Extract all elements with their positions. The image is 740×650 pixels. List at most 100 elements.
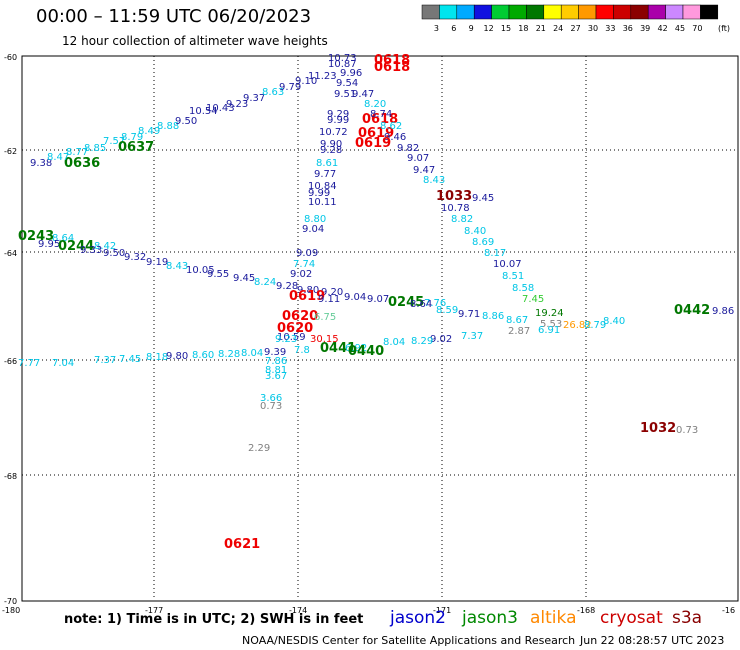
legend-label: 3 (434, 24, 439, 33)
wave-height-label: 10.07 (493, 259, 522, 270)
wave-height-label: 10.54 (189, 106, 218, 117)
wave-height-label: 8.28 (218, 349, 240, 360)
wave-height-label: 9.02 (290, 269, 312, 280)
legend-swatch (491, 4, 510, 20)
wave-height-label: 8.79 (584, 320, 606, 331)
legend-label: 24 (553, 24, 563, 33)
lat-tick-label: -62 (4, 147, 17, 156)
wave-height-label: 9.86 (712, 306, 734, 317)
wave-height-label: 7.76 (424, 298, 446, 309)
wave-height-label: 10.73 (328, 53, 357, 64)
wave-height-label: 8.20 (364, 99, 386, 110)
wave-height-label: 8.60 (192, 350, 214, 361)
legend-label: 70 (692, 24, 702, 33)
wave-height-label: 0.73 (260, 401, 282, 412)
legend-unit: (ft) (718, 24, 730, 33)
wave-height-label: 6.91 (538, 325, 560, 336)
wave-height-label: 9.32 (124, 252, 146, 263)
wave-height-label: 8.64 (52, 233, 74, 244)
wave-height-label: 8.40 (603, 316, 625, 327)
legend-altika: altika (530, 608, 577, 628)
wave-height-label: 9.99 (308, 188, 330, 199)
track-time-label: 0620 (277, 321, 313, 336)
plot-frame (21, 55, 739, 602)
wave-height-label: 9.54 (336, 78, 358, 89)
map-subtitle: 12 hour collection of altimeter wave hei… (62, 34, 328, 48)
wave-height-label: 10.84 (308, 181, 337, 192)
wave-height-label: 9.82 (397, 143, 419, 154)
legend-swatch (647, 4, 666, 20)
wave-height-label: 6.75 (314, 312, 336, 323)
legend-swatch (456, 4, 475, 20)
wave-height-label: 9.45 (233, 273, 255, 284)
track-time-label: 0621 (224, 537, 260, 552)
wave-height-label: 8.82 (451, 214, 473, 225)
wave-height-label: 8.74 (370, 109, 392, 120)
track-time-label: 0243 (18, 229, 54, 244)
wave-height-label: 6.92 (345, 343, 367, 354)
wave-height-label: 9.09 (296, 248, 318, 259)
wave-height-label: 10.11 (308, 197, 337, 208)
wave-height-label: 8.24 (254, 277, 276, 288)
wave-height-label: 11.23 (308, 71, 337, 82)
wave-height-label: 8.59 (436, 305, 458, 316)
wave-height-label: 7.57 (103, 136, 125, 147)
wave-height-label: 9.38 (30, 158, 52, 169)
legend-swatch (473, 4, 492, 20)
track-time-label: 0619 (358, 126, 394, 141)
legend-swatch (578, 4, 597, 20)
wave-height-label: 2.29 (248, 443, 270, 454)
legend-swatch (508, 4, 527, 20)
wave-height-label: 9.99 (327, 115, 349, 126)
wave-height-label: 3.66 (260, 393, 282, 404)
legend-label: 36 (623, 24, 633, 33)
wave-height-label: 8.79 (121, 132, 143, 143)
wave-height-label: 8.42 (94, 241, 116, 252)
lon-tick-label: -177 (145, 606, 163, 615)
lat-tick-label: -60 (4, 53, 17, 62)
legend-s3a: s3a (672, 608, 703, 628)
wave-height-label: 9.07 (367, 294, 389, 305)
legend-swatch (560, 4, 579, 20)
wave-height-label: 7.74 (293, 259, 315, 270)
footer-credit: NOAA/NESDIS Center for Satellite Applica… (242, 634, 576, 647)
track-time-label: 0244 (58, 239, 94, 254)
wave-height-label: 9.07 (407, 153, 429, 164)
wave-height-label: 8.18 (146, 352, 168, 363)
wave-height-label: 7.04 (52, 358, 74, 369)
lon-tick-label: -168 (577, 606, 595, 615)
wave-height-label: 9.02 (430, 334, 452, 345)
track-time-label: 0636 (64, 156, 100, 171)
wave-height-label: 7.86 (265, 356, 287, 367)
wave-height-label: 7.45 (522, 294, 544, 305)
lat-tick-label: -64 (4, 249, 17, 258)
track-time-label: 0637 (118, 140, 154, 155)
wave-height-label: 8.69 (472, 237, 494, 248)
lat-tick-label: -68 (4, 472, 17, 481)
wave-height-label: 9.23 (226, 99, 248, 110)
track-time-label: 0442 (674, 303, 710, 318)
wave-height-label: 30.15 (310, 334, 339, 345)
legend-swatch (421, 4, 440, 20)
track-time-label: 0618 (374, 60, 410, 75)
wave-height-label: 9.90 (320, 139, 342, 150)
lon-tick-label: -16 (722, 606, 735, 615)
wave-height-label: 8.67 (506, 315, 528, 326)
track-time-label: 0619 (355, 136, 391, 151)
wave-height-label: 8.81 (265, 365, 287, 376)
wave-height-label: 8.40 (464, 226, 486, 237)
wave-height-label: 10.59 (277, 332, 306, 343)
note-text: note: 1) Time is in UTC; 2) SWH is in fe… (64, 612, 364, 627)
wave-height-label: 9.50 (103, 248, 125, 259)
wave-height-label: 7.77 (18, 358, 40, 369)
wave-height-label: 7.37 (461, 331, 483, 342)
wave-height-label: 9.20 (321, 287, 343, 298)
wave-height-label: 9.04 (302, 224, 324, 235)
wave-height-label: 9.47 (352, 89, 374, 100)
wave-height-label: 9.55 (207, 269, 229, 280)
wave-height-label: 9.10 (295, 76, 317, 87)
legend-swatch (682, 4, 701, 20)
legend-label: 33 (605, 24, 615, 33)
lon-tick-label: -174 (289, 606, 307, 615)
wave-height-label: 10.05 (186, 265, 215, 276)
